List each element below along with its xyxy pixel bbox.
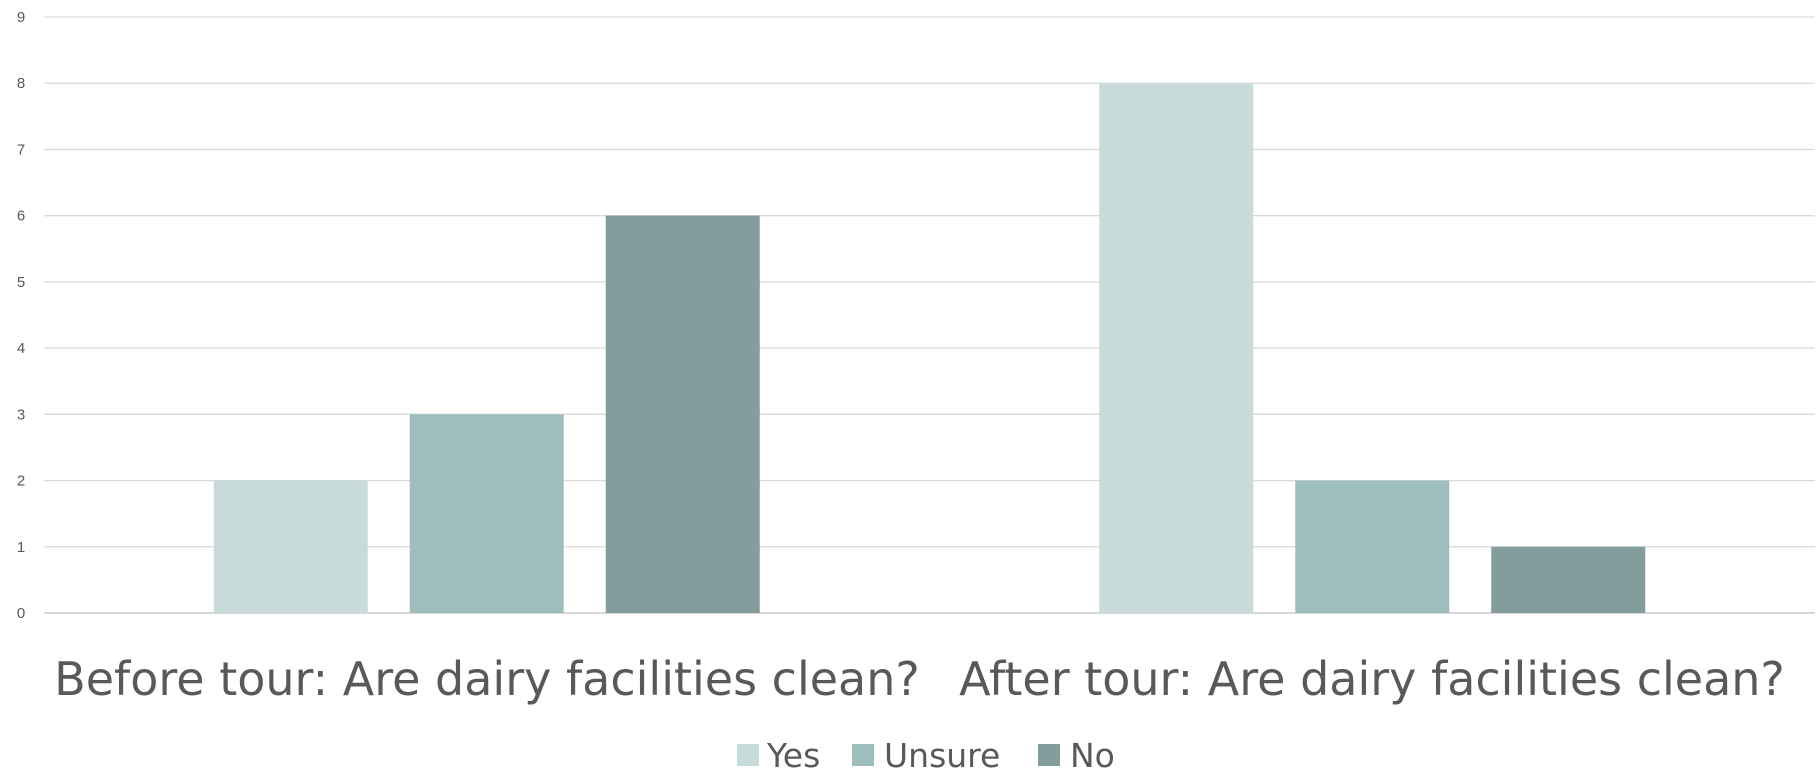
bar-after-no <box>1491 546 1646 613</box>
legend-label-yes: Yes <box>766 736 820 775</box>
y-tick-label-7: 7 <box>17 141 25 158</box>
bars <box>213 83 1646 613</box>
bar-before-unsure <box>409 414 564 613</box>
bar-before-yes <box>213 480 368 613</box>
y-axis-tick-labels: 0 1 2 3 4 5 6 7 8 9 <box>17 9 25 622</box>
legend-label-no: No <box>1070 736 1115 775</box>
legend-swatch-unsure <box>852 744 874 766</box>
category-labels: Before tour: Are dairy facilities clean?… <box>54 652 1785 706</box>
y-tick-label-1: 1 <box>17 539 25 556</box>
y-tick-label-5: 5 <box>17 274 25 291</box>
legend-swatch-no <box>1038 744 1060 766</box>
y-tick-label-6: 6 <box>17 208 25 225</box>
y-tick-label-0: 0 <box>17 605 25 622</box>
legend: Yes Unsure No <box>737 736 1115 775</box>
legend-label-unsure: Unsure <box>884 736 1000 775</box>
y-tick-label-9: 9 <box>17 9 25 26</box>
legend-swatch-yes <box>737 744 759 766</box>
bar-before-no <box>605 215 760 613</box>
bar-after-unsure <box>1295 480 1450 613</box>
category-label-before: Before tour: Are dairy facilities clean? <box>54 652 920 706</box>
category-label-after: After tour: Are dairy facilities clean? <box>959 652 1785 706</box>
y-tick-label-3: 3 <box>17 406 25 423</box>
y-tick-label-8: 8 <box>17 75 25 92</box>
y-tick-label-4: 4 <box>17 340 25 357</box>
bar-after-yes <box>1099 83 1254 613</box>
y-tick-label-2: 2 <box>17 473 25 490</box>
